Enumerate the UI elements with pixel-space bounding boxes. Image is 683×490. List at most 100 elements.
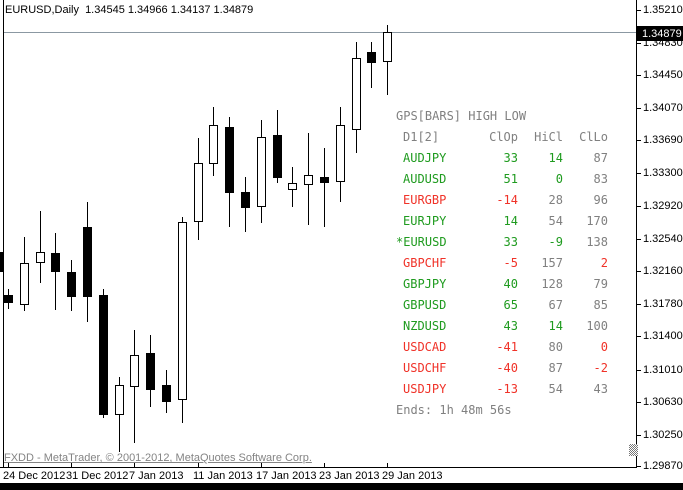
indicator-symbol: NZDUSD: [403, 319, 447, 333]
indicator-value: 54: [548, 382, 563, 396]
indicator-row: USDJPY -13 54 43: [396, 379, 618, 400]
price-tick: [637, 206, 641, 207]
price-tick: [637, 304, 641, 305]
candle-bull: [304, 175, 313, 185]
indicator-value: 43: [593, 382, 608, 396]
indicator-symbol: GBPJPY: [403, 277, 447, 291]
price-label: 1.33690: [643, 134, 683, 146]
price-label: 1.30250: [643, 429, 683, 441]
metaquotes-watermark: FXDD - MetaTrader, © 2001-2012, MetaQuot…: [4, 452, 312, 464]
candle-bear: [4, 295, 13, 303]
candle-bull: [194, 163, 203, 222]
indicator-value: 65: [503, 298, 518, 312]
price-tick: [637, 239, 641, 240]
indicator-symbol: AUDUSD: [403, 172, 447, 186]
candle-bear: [320, 177, 329, 183]
date-axis[interactable]: 24 Dec 2012 31 Dec 2012 7 Jan 2013 11 Jan 2…: [0, 468, 637, 483]
indicator-symbol: EURJPY: [403, 214, 447, 228]
price-label: 1.31780: [643, 298, 683, 310]
price-label: 1.31400: [643, 330, 683, 342]
indicator-value: 87: [548, 361, 563, 375]
candle-bull: [209, 125, 218, 164]
candle-bull: [336, 125, 345, 182]
indicator-value: -14: [496, 193, 518, 207]
indicator-value: 67: [548, 298, 563, 312]
date-label: 11 Jan 2013: [193, 470, 253, 482]
chart-window: EURUSD,Daily 1.34545 1.34966 1.34137 1.3…: [0, 0, 637, 483]
candle-bear: [162, 385, 171, 402]
candle-bull: [115, 385, 124, 415]
price-tick: [637, 435, 641, 436]
cursor-icon: [629, 444, 638, 456]
indicator-value: -13: [496, 382, 518, 396]
price-label: 1.30630: [643, 396, 683, 408]
candle-bull: [257, 137, 266, 207]
price-tick: [637, 140, 641, 141]
price-tick: [637, 43, 641, 44]
candle-bear: [225, 127, 234, 193]
indicator-value: 85: [593, 298, 608, 312]
price-tick: [637, 173, 641, 174]
indicator-row: GBPUSD 65 67 85: [396, 295, 618, 316]
indicator-col-header: ClLo: [579, 130, 608, 144]
indicator-row: AUDUSD 51 0 83: [396, 169, 618, 190]
candle-bear: [67, 272, 76, 297]
indicator-rows: AUDJPY 33 14 87 AUDUSD 51 0 83 EURGBP -14 28 96 EURJ…: [396, 148, 618, 400]
indicator-value: 33: [503, 151, 518, 165]
price-tick: [637, 271, 641, 272]
price-label: 1.29870: [643, 460, 683, 472]
indicator-value: 100: [586, 319, 608, 333]
candle-bull: [130, 355, 139, 387]
date-label: 7 Jan 2013: [129, 470, 184, 482]
indicator-row: USDCAD -41 80 0: [396, 337, 618, 358]
indicator-value: 14: [548, 151, 563, 165]
indicator-value: 14: [548, 319, 563, 333]
indicator-value: 96: [593, 193, 608, 207]
indicator-value: 40: [503, 277, 518, 291]
indicator-value: -9: [548, 235, 563, 249]
candle-bear: [51, 253, 60, 272]
indicator-value: 170: [586, 214, 608, 228]
indicator-row: GBPCHF -5 157 2: [396, 253, 618, 274]
indicator-value: 80: [548, 340, 563, 354]
candle-bear: [83, 227, 92, 297]
indicator-value: 83: [593, 172, 608, 186]
date-label: 24 Dec 2012: [3, 470, 66, 482]
candle-bull: [36, 252, 45, 263]
price-label: 1.32920: [643, 200, 683, 212]
price-tick: [637, 402, 641, 403]
indicator-value: 14: [503, 214, 518, 228]
chart-canvas[interactable]: [0, 0, 637, 483]
current-price-value: 1.34879: [642, 27, 682, 40]
candle-bull: [20, 263, 29, 305]
price-axis[interactable]: 1.34879 1.35210 1.34830 1.34450 1.34070 1.33…: [637, 0, 683, 483]
indicator-value: -5: [503, 256, 518, 270]
indicator-value: 28: [548, 193, 563, 207]
indicator-value: 79: [593, 277, 608, 291]
indicator-symbol: AUDJPY: [403, 151, 447, 165]
indicator-title: GPS[BARS] HIGH LOW: [396, 109, 527, 123]
indicator-period-label: D1[2]: [403, 130, 440, 144]
indicator-col-header: ClOp: [489, 130, 518, 144]
date-label: 31 Dec 2012: [66, 470, 129, 482]
partial-candle: [0, 252, 3, 272]
candle-bull: [178, 222, 187, 400]
indicator-value: 54: [548, 214, 563, 228]
price-label: 1.31010: [643, 364, 683, 376]
candle-bear: [367, 52, 376, 63]
indicator-comment-block: GPS[BARS] HIGH LOW D1[2] ClOp HiCl ClLo AU…: [396, 106, 618, 421]
indicator-row: EURGBP -14 28 96: [396, 190, 618, 211]
price-tick: [637, 336, 641, 337]
indicator-value: 33: [503, 235, 518, 249]
indicator-row: EURJPY 14 54 170: [396, 211, 618, 232]
indicator-value: 0: [600, 340, 608, 354]
indicator-countdown: Ends: 1h 48m 56s: [396, 403, 512, 417]
price-tick: [637, 108, 641, 109]
indicator-header-row: D1[2] ClOp HiCl ClLo: [396, 127, 618, 148]
indicator-value: 51: [503, 172, 518, 186]
indicator-row: GBPJPY 40 128 79: [396, 274, 618, 295]
indicator-row: NZDUSD 43 14 100: [396, 316, 618, 337]
price-tick: [637, 370, 641, 371]
indicator-col-header: HiCl: [534, 130, 563, 144]
candle-bear: [241, 192, 250, 208]
